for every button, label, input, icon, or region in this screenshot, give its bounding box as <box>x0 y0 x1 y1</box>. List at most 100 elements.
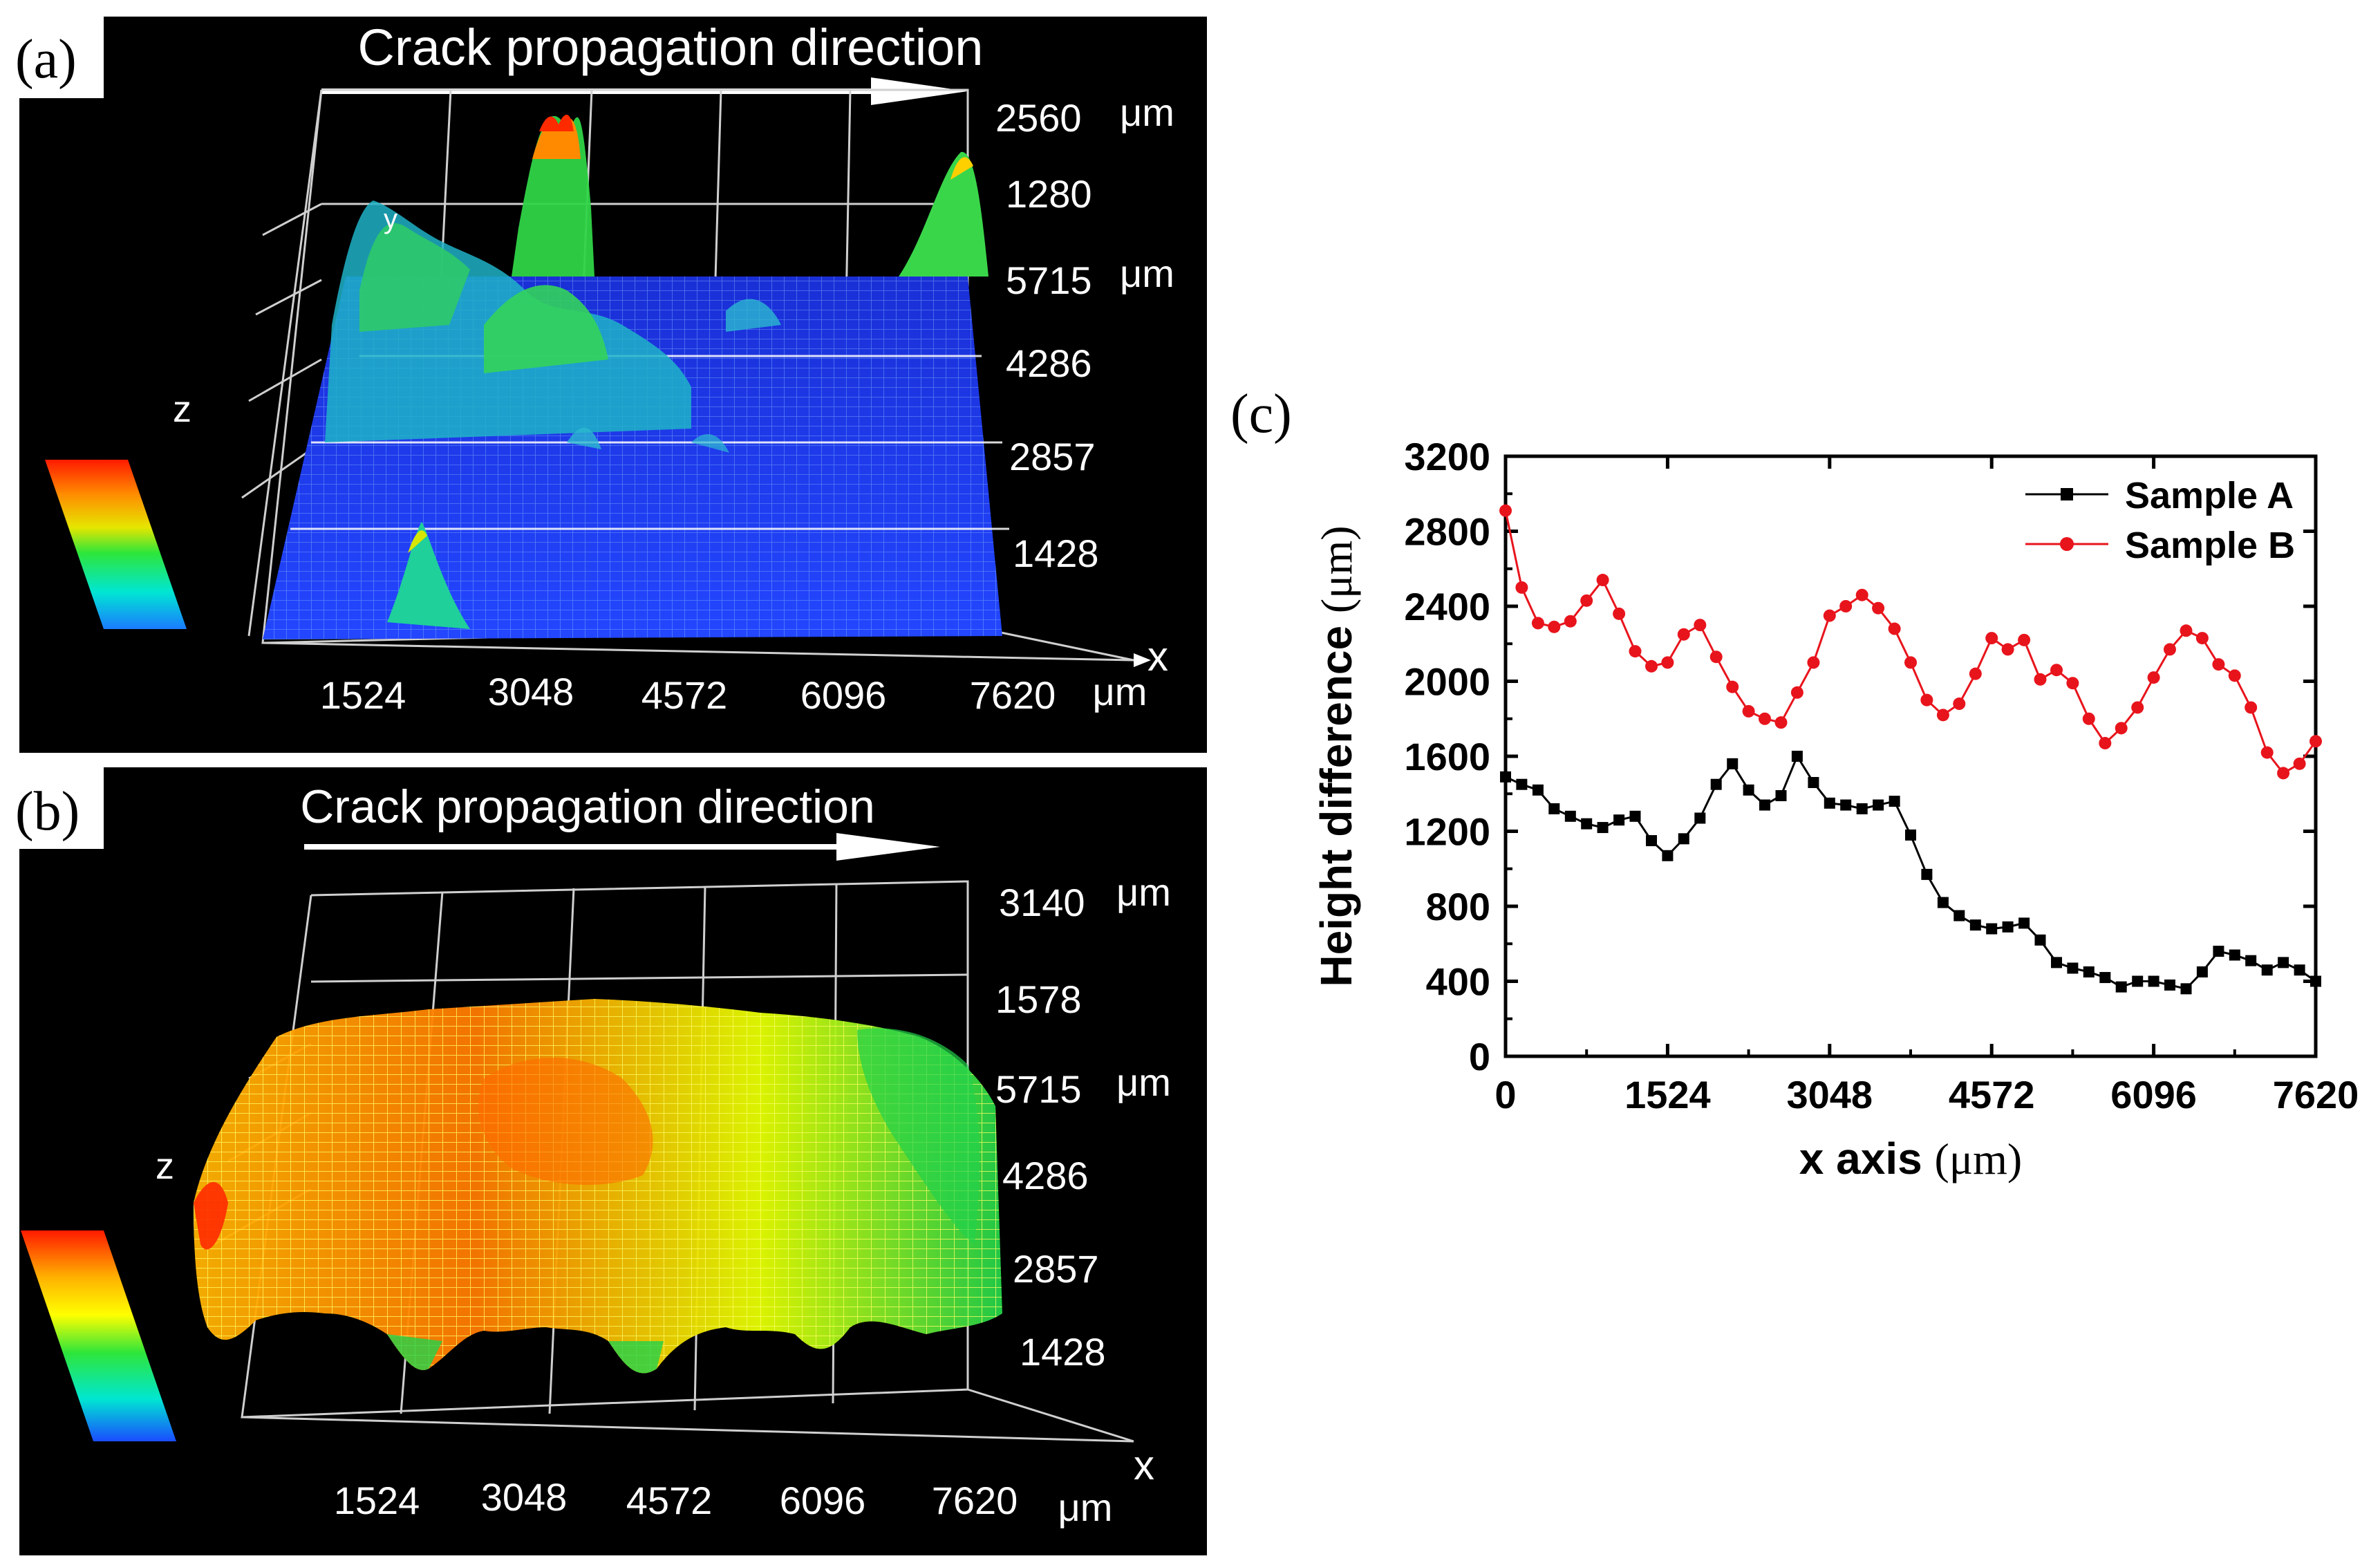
data-point <box>2310 975 2321 987</box>
data-point <box>1516 778 1528 790</box>
data-point <box>2180 983 2192 995</box>
data-point <box>1937 897 1949 908</box>
data-point <box>1564 810 1576 822</box>
data-point <box>1969 667 1982 680</box>
data-point <box>1985 632 1998 645</box>
line-chart: 0 400 800 1200 1600 2000 2400 2800 3200 0 1524 304… <box>1311 435 2359 1183</box>
x-axis-label-unit: (μm) <box>1935 1134 2023 1183</box>
data-point <box>2195 632 2209 645</box>
panel-a-z-mid: 1280 <box>1006 172 1092 216</box>
data-point <box>1759 799 1770 811</box>
panel-a-colorscale <box>45 460 187 629</box>
data-point <box>2277 767 2290 780</box>
y-tick-label: 800 <box>1426 885 1490 928</box>
panel-c: (c) 0 400 800 1200 1600 2000 2400 2800 3200 0 152… <box>1230 384 2359 1183</box>
data-point <box>1531 617 1544 630</box>
legend-marker <box>2060 537 2074 551</box>
panel-a-x-tick: 4572 <box>641 673 728 717</box>
x-tick-label: 0 <box>1494 1073 1516 1116</box>
panel-b-label: (b) <box>15 781 79 842</box>
y-tick-label: 1600 <box>1404 735 1490 778</box>
panel-a-x-tick: 3048 <box>488 670 574 713</box>
data-point <box>2163 643 2176 656</box>
panel-a-x-tick: 7620 <box>970 673 1056 717</box>
data-point <box>2051 957 2063 968</box>
x-axis-label: x axis (μm) <box>1799 1134 2022 1183</box>
data-point <box>1548 803 1560 814</box>
data-point <box>1808 776 1819 788</box>
data-point <box>1743 784 1754 796</box>
data-point <box>2293 757 2306 770</box>
data-point <box>2131 701 2144 714</box>
panel-a-x-unit: μm <box>1093 670 1147 713</box>
panel-a: (a) Crack propagation direction <box>0 17 1207 753</box>
data-point <box>2083 966 2095 977</box>
data-point <box>1824 797 1835 809</box>
data-point <box>2213 946 2224 957</box>
data-point <box>1726 680 1739 693</box>
y-tick-label: 2800 <box>1404 510 1490 554</box>
panel-b: (b) Crack propagation direction <box>0 767 1207 1555</box>
legend-marker <box>2061 488 2073 500</box>
panel-a-arrow-text: Crack propagation direction <box>358 19 984 76</box>
data-point <box>1727 758 1739 769</box>
panel-a-label-box <box>0 17 104 98</box>
data-point <box>1774 716 1788 729</box>
x-tick-label: 7620 <box>2273 1073 2359 1116</box>
panel-a-x-arrow-icon <box>1134 653 1151 667</box>
panel-b-colorscale <box>21 1230 176 1441</box>
panel-b-y-tick: 1428 <box>1020 1330 1106 1374</box>
data-point <box>1694 619 1707 632</box>
panel-a-x-tick: 6096 <box>800 673 887 717</box>
data-point <box>2115 981 2127 993</box>
panel-a-y-tick: 5715 <box>1006 259 1092 302</box>
data-point <box>2099 972 2111 984</box>
y-tick-label: 3200 <box>1404 435 1490 478</box>
legend: Sample A Sample B <box>2025 475 2295 566</box>
data-point <box>2066 677 2079 690</box>
data-point <box>2132 975 2144 987</box>
data-point <box>1581 818 1593 830</box>
data-point <box>1904 656 1917 669</box>
panel-a-x-letter: x <box>1147 633 1168 680</box>
data-point <box>1791 751 1803 762</box>
data-point <box>1596 574 1609 587</box>
data-point <box>2050 664 2063 677</box>
data-point <box>1969 919 1981 931</box>
y-tick-label: 0 <box>1469 1035 1490 1078</box>
data-point <box>2018 633 2031 646</box>
data-point <box>1953 910 1965 921</box>
data-point <box>1953 698 1966 711</box>
panel-c-label: (c) <box>1230 384 1292 444</box>
data-point <box>1872 601 1885 615</box>
panel-b-surface-mesh <box>194 999 1002 1374</box>
panel-a-surface-peaks <box>325 114 988 629</box>
series-layer <box>1499 504 2322 995</box>
data-point <box>2018 917 2030 929</box>
data-point <box>1613 814 1625 826</box>
data-point <box>1515 581 1528 594</box>
data-point <box>1873 799 1884 811</box>
series-sample-b <box>1499 504 2322 780</box>
data-point <box>1499 504 1512 517</box>
y-axis: 0 400 800 1200 1600 2000 2400 2800 3200 <box>1404 435 2316 1078</box>
data-point <box>2115 722 2128 735</box>
y-tick-label: 2000 <box>1404 660 1490 704</box>
panel-b-z-top-unit: μm <box>1116 870 1171 914</box>
y-axis-label: Height difference (μm) <box>1311 525 1361 986</box>
panel-a-y-tick: 2857 <box>1009 435 1096 478</box>
panel-a-label: (a) <box>15 29 77 90</box>
x-axis: 0 1524 3048 4572 6096 7620 <box>1494 456 2359 1116</box>
y-tick-label: 1200 <box>1404 810 1490 854</box>
panel-b-direction-arrow <box>304 833 940 861</box>
data-point <box>1889 796 1900 807</box>
x-tick-label: 1524 <box>1624 1073 1711 1116</box>
data-point <box>1662 850 1674 861</box>
data-point <box>1709 651 1723 664</box>
data-point <box>1597 822 1609 834</box>
data-point <box>1790 686 1803 699</box>
panel-b-x-tick: 3048 <box>481 1475 568 1519</box>
data-point <box>1580 594 1593 607</box>
data-point <box>1532 784 1544 796</box>
